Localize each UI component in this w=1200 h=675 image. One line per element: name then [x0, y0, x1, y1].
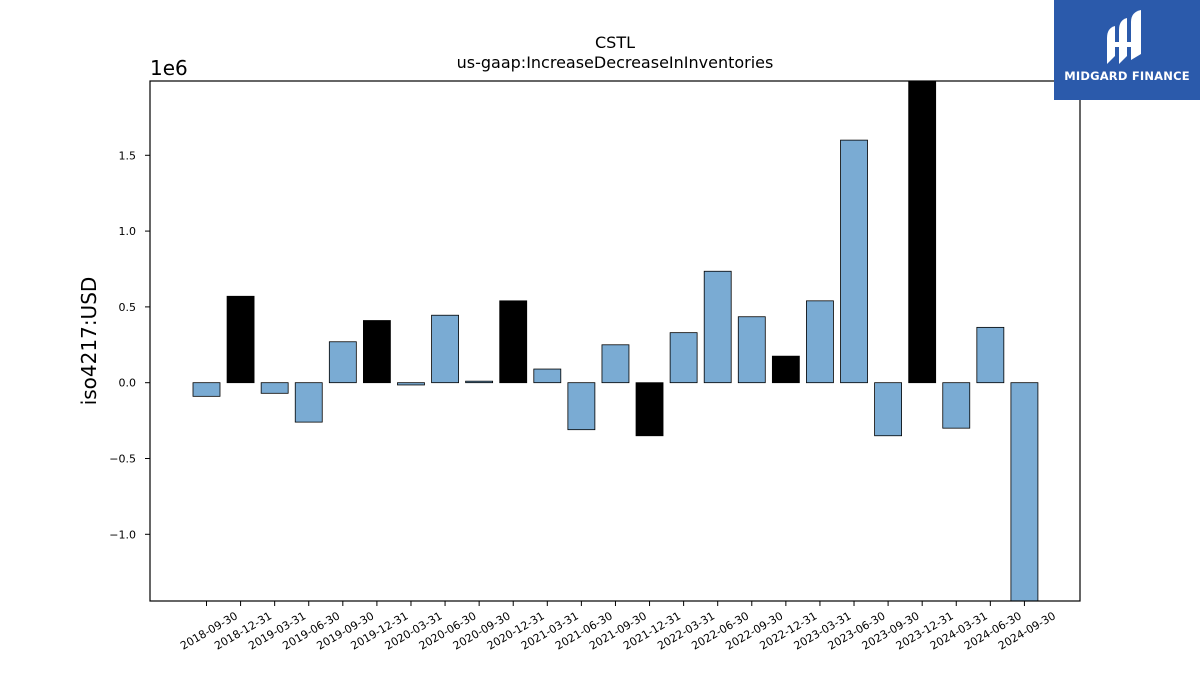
bar-2021-06-30 [567, 382, 596, 431]
logo-text: MIDGARD FINANCE [1064, 69, 1190, 83]
bar-2018-12-31 [226, 295, 255, 384]
bar-2020-03-31 [397, 382, 425, 386]
bar-2024-09-30 [1010, 382, 1039, 602]
midgard-logo-icon [1107, 10, 1141, 64]
y-tick-label: 0.0 [119, 377, 137, 390]
bar-2022-12-31 [771, 355, 800, 384]
y-tick-label: 1.0 [119, 225, 137, 238]
bar-2024-03-31 [942, 382, 971, 429]
bar-2018-09-30 [192, 382, 221, 397]
bar-2019-06-30 [294, 382, 323, 423]
bar-2021-12-31 [635, 382, 664, 437]
y-offset-label: 1e6 [150, 56, 188, 80]
bar-2023-09-30 [874, 382, 902, 437]
bar-2022-06-30 [703, 270, 732, 384]
y-axis-ticks: −1.0 −0.5 0.0 0.5 1.0 1.5 [109, 149, 150, 541]
bar-2022-09-30 [737, 316, 766, 384]
plot-frame [149, 80, 1081, 602]
bar-2019-12-31 [362, 320, 391, 384]
y-tick-label: 0.5 [119, 301, 137, 314]
bar-2021-09-30 [601, 344, 630, 384]
y-axis-label: iso4217:USD [77, 277, 101, 406]
chart-title: CSTL [595, 33, 635, 52]
bar-2024-06-30 [976, 326, 1005, 384]
bar-2019-09-30 [328, 341, 357, 384]
chart-subtitle: us-gaap:IncreaseDecreaseInInventories [457, 53, 774, 72]
bar-2023-12-31 [908, 80, 937, 384]
bar-2020-12-31 [499, 300, 528, 384]
bar-2019-03-31 [260, 382, 289, 394]
y-tick-label: −0.5 [109, 452, 136, 465]
y-tick-label: 1.5 [119, 149, 137, 162]
bar-2020-06-30 [431, 314, 459, 384]
midgard-finance-logo: MIDGARD FINANCE [1054, 0, 1200, 100]
x-axis-ticks: 2018-09-302018-12-312019-03-312019-06-30… [178, 601, 1058, 653]
bar-2023-06-30 [840, 139, 868, 384]
bar-2022-03-31 [669, 332, 698, 384]
bar-2021-03-31 [533, 368, 562, 384]
bar-2020-09-30 [465, 380, 494, 384]
y-tick-label: −1.0 [109, 528, 136, 541]
bars [192, 80, 1039, 602]
bar-2023-03-31 [806, 300, 834, 384]
